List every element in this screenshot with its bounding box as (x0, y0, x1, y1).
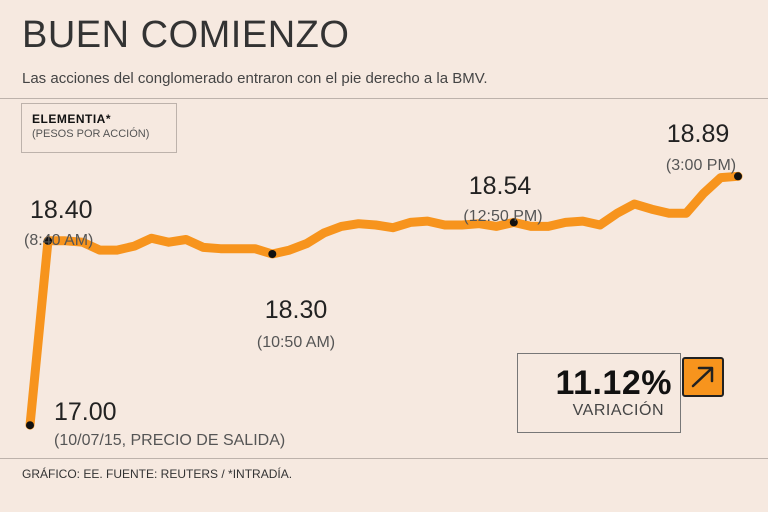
series-line (25, 171, 743, 430)
legend-series-name: ELEMENTIA* (32, 112, 112, 126)
variation-value: 11.12% (555, 364, 672, 402)
annotation-value: 17.00 (54, 398, 117, 426)
annotation-label: (10:50 AM) (257, 334, 335, 351)
bottom-divider (0, 458, 768, 459)
annotation-value: 18.40 (30, 196, 93, 224)
annotation-value: 18.89 (667, 120, 730, 148)
annotation-label: (8:40 AM) (24, 232, 93, 249)
annotation-label: (12:50 PM) (463, 208, 542, 225)
data-point-marker (26, 421, 34, 430)
data-point-marker (268, 250, 277, 258)
annotation-label: (10/07/15, PRECIO DE SALIDA) (54, 432, 285, 449)
annotation-label: (3:00 PM) (666, 157, 736, 174)
legend-unit: (PESOS POR ACCIÓN) (32, 128, 150, 140)
data-point-marker (509, 218, 518, 227)
variation-label: VARIACIÓN (572, 402, 664, 419)
chart-title: BUEN COMIENZO (22, 14, 350, 56)
data-point-marker (734, 172, 742, 181)
chart-subtitle: Las acciones del conglomerado entraron c… (22, 70, 488, 87)
annotation-value: 18.30 (265, 296, 328, 324)
annotation-value: 18.54 (469, 172, 532, 200)
data-point-marker (44, 236, 52, 245)
source-note: GRÁFICO: EE. FUENTE: REUTERS / *INTRADÍA… (22, 467, 293, 481)
variation-box: 11.12% VARIACIÓN (517, 353, 681, 433)
legend-box: ELEMENTIA* (PESOS POR ACCIÓN) (21, 103, 177, 153)
arrow-up-right-icon (682, 357, 724, 397)
top-divider (0, 98, 768, 99)
